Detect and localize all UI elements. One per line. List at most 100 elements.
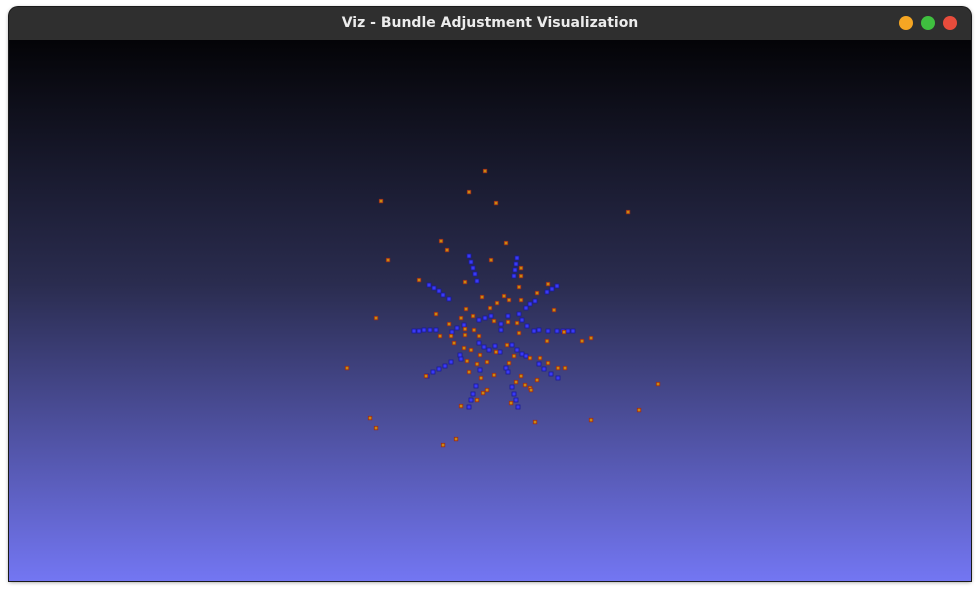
landmark-point: [513, 379, 519, 385]
camera-point: [513, 397, 519, 403]
landmark-point: [503, 240, 509, 246]
camera-point: [411, 328, 417, 334]
landmark-point: [468, 347, 474, 353]
camera-point: [468, 259, 474, 265]
landmark-point: [506, 360, 512, 366]
title-bar[interactable]: Viz - Bundle Adjustment Visualization: [9, 7, 971, 40]
camera-point: [461, 322, 467, 328]
landmark-point: [437, 333, 443, 339]
camera-point: [523, 353, 529, 359]
camera-point: [446, 296, 452, 302]
landmark-point: [561, 329, 567, 335]
camera-point: [497, 349, 503, 355]
camera-point: [509, 342, 515, 348]
camera-point: [516, 311, 522, 317]
landmark-point: [433, 311, 439, 317]
camera-point: [482, 315, 488, 321]
landmark-point: [458, 403, 464, 409]
3d-viewport[interactable]: [9, 40, 971, 581]
camera-point: [416, 328, 422, 334]
landmark-point: [444, 247, 450, 253]
camera-point: [458, 356, 464, 362]
landmark-point: [488, 257, 494, 263]
landmark-point: [464, 358, 470, 364]
landmark-point: [506, 297, 512, 303]
landmark-point: [416, 277, 422, 283]
landmark-point: [588, 417, 594, 423]
camera-point: [549, 286, 555, 292]
landmark-point: [516, 284, 522, 290]
landmark-point: [462, 279, 468, 285]
landmark-point: [476, 333, 482, 339]
camera-point: [531, 328, 537, 334]
landmark-point: [545, 360, 551, 366]
landmark-point: [462, 326, 468, 332]
camera-point: [470, 391, 476, 397]
landmark-point: [518, 297, 524, 303]
landmark-point: [518, 273, 524, 279]
camera-point: [498, 321, 504, 327]
camera-point: [466, 253, 472, 259]
landmark-point: [625, 209, 631, 215]
landmark-point: [544, 338, 550, 344]
landmark-point: [477, 352, 483, 358]
camera-point: [554, 328, 560, 334]
camera-point: [511, 391, 517, 397]
camera-point: [492, 343, 498, 349]
window-title: Viz - Bundle Adjustment Visualization: [341, 15, 639, 31]
camera-point: [511, 273, 517, 279]
camera-point: [474, 278, 480, 284]
landmark-point: [463, 306, 469, 312]
landmark-point: [555, 365, 561, 371]
landmark-point: [518, 373, 524, 379]
landmark-point: [545, 281, 551, 287]
camera-point: [498, 327, 504, 333]
landmark-point: [487, 305, 493, 311]
camera-point: [442, 363, 448, 369]
window-controls: [899, 16, 957, 30]
camera-point: [449, 329, 455, 335]
landmark-point: [474, 361, 480, 367]
camera-point: [476, 340, 482, 346]
close-button[interactable]: [943, 16, 957, 30]
landmark-point: [537, 355, 543, 361]
landmark-point: [438, 238, 444, 244]
camera-point: [473, 383, 479, 389]
camera-point: [515, 404, 521, 410]
landmark-point: [551, 307, 557, 313]
camera-point: [544, 289, 550, 295]
landmark-point: [480, 390, 486, 396]
camera-point: [519, 317, 525, 323]
camera-point: [481, 344, 487, 350]
landmark-point: [373, 315, 379, 321]
landmark-point: [588, 335, 594, 341]
landmark-point: [367, 415, 373, 421]
camera-point: [505, 369, 511, 375]
camera-point: [512, 267, 518, 273]
landmark-point: [493, 200, 499, 206]
camera-point: [457, 352, 463, 358]
landmark-point: [636, 407, 642, 413]
app-window: Viz - Bundle Adjustment Visualization: [9, 7, 971, 581]
landmark-point: [373, 425, 379, 431]
camera-point: [466, 404, 472, 410]
landmark-point: [522, 382, 528, 388]
camera-point: [509, 384, 515, 390]
minimize-button[interactable]: [899, 16, 913, 30]
maximize-button[interactable]: [921, 16, 935, 30]
camera-point: [454, 325, 460, 331]
camera-point: [514, 255, 520, 261]
landmark-point: [344, 365, 350, 371]
landmark-point: [474, 397, 480, 403]
camera-point: [426, 282, 432, 288]
camera-point: [565, 328, 571, 334]
camera-point: [427, 327, 433, 333]
landmark-point: [378, 198, 384, 204]
camera-point: [536, 361, 542, 367]
camera-point: [476, 317, 482, 323]
camera-point: [555, 375, 561, 381]
camera-point: [513, 261, 519, 267]
point-cloud: [344, 168, 661, 448]
camera-point: [488, 313, 494, 319]
camera-point: [505, 313, 511, 319]
